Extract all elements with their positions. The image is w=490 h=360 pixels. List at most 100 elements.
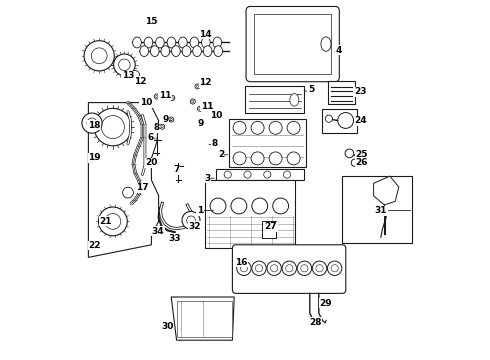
Ellipse shape [150, 46, 159, 57]
Ellipse shape [203, 46, 212, 57]
Circle shape [251, 152, 264, 165]
Circle shape [255, 265, 263, 272]
Text: 10: 10 [140, 98, 152, 107]
Circle shape [267, 261, 281, 275]
Text: 12: 12 [134, 77, 147, 85]
Text: 11: 11 [159, 91, 171, 100]
Text: 33: 33 [169, 234, 181, 243]
Text: 19: 19 [88, 153, 101, 162]
Polygon shape [171, 297, 234, 340]
Text: 13: 13 [122, 71, 134, 80]
Bar [262, 221, 276, 238]
Text: 7: 7 [173, 165, 180, 174]
Circle shape [282, 261, 296, 275]
Text: 11: 11 [201, 102, 214, 111]
Text: 8: 8 [211, 139, 218, 148]
Text: 26: 26 [356, 158, 368, 167]
Ellipse shape [172, 46, 180, 57]
Circle shape [269, 121, 282, 134]
Text: 18: 18 [88, 121, 100, 130]
Text: 21: 21 [99, 217, 112, 226]
Circle shape [154, 94, 159, 99]
Circle shape [87, 118, 97, 128]
Circle shape [331, 265, 338, 272]
Ellipse shape [182, 46, 191, 57]
Text: 8: 8 [154, 123, 160, 132]
Bar [205, 180, 295, 248]
Text: 4: 4 [336, 46, 342, 55]
Circle shape [122, 187, 133, 198]
Text: 12: 12 [199, 78, 212, 87]
Text: 31: 31 [375, 206, 387, 215]
Circle shape [316, 265, 323, 272]
Circle shape [270, 265, 278, 272]
Circle shape [233, 121, 246, 134]
Ellipse shape [321, 37, 331, 51]
Circle shape [190, 99, 196, 104]
Circle shape [345, 149, 354, 158]
Circle shape [264, 171, 271, 178]
Circle shape [195, 84, 200, 89]
Circle shape [206, 104, 208, 106]
Circle shape [224, 171, 231, 178]
Bar [216, 169, 304, 180]
Circle shape [156, 95, 158, 98]
Text: 3: 3 [204, 174, 210, 183]
Text: 22: 22 [88, 241, 101, 250]
Circle shape [182, 211, 200, 229]
Circle shape [244, 171, 251, 178]
Circle shape [231, 198, 247, 214]
Circle shape [187, 216, 196, 225]
Ellipse shape [161, 46, 170, 57]
Circle shape [192, 100, 194, 103]
Text: 10: 10 [210, 111, 222, 120]
Circle shape [297, 261, 312, 275]
Text: 29: 29 [319, 299, 332, 307]
Polygon shape [88, 103, 159, 257]
Ellipse shape [178, 37, 187, 48]
Text: 27: 27 [265, 222, 277, 231]
Text: 15: 15 [145, 17, 158, 26]
Circle shape [338, 113, 354, 129]
Circle shape [91, 48, 107, 64]
Ellipse shape [167, 37, 176, 48]
Text: 5: 5 [308, 85, 314, 94]
Circle shape [199, 108, 201, 110]
Ellipse shape [133, 37, 141, 48]
Circle shape [251, 121, 264, 134]
Circle shape [273, 198, 289, 214]
Circle shape [160, 124, 165, 129]
Ellipse shape [140, 46, 148, 57]
Circle shape [286, 265, 293, 272]
Circle shape [170, 95, 175, 100]
Circle shape [161, 126, 163, 128]
Text: 23: 23 [354, 87, 367, 96]
Circle shape [287, 121, 300, 134]
Circle shape [169, 117, 174, 122]
Text: 14: 14 [199, 30, 212, 39]
Bar [229, 119, 306, 167]
Bar [176, 301, 232, 337]
Ellipse shape [156, 37, 164, 48]
Text: 20: 20 [145, 158, 158, 167]
Circle shape [351, 159, 358, 166]
Circle shape [197, 106, 202, 111]
Circle shape [82, 113, 102, 133]
Ellipse shape [201, 37, 210, 48]
Circle shape [170, 118, 172, 121]
Ellipse shape [213, 37, 221, 48]
Circle shape [94, 108, 132, 146]
Circle shape [233, 152, 246, 165]
Bar [342, 176, 413, 243]
Text: 24: 24 [355, 116, 367, 125]
Bar [245, 86, 304, 113]
Circle shape [327, 261, 342, 275]
Circle shape [269, 152, 282, 165]
Ellipse shape [144, 37, 153, 48]
Polygon shape [373, 176, 399, 205]
FancyBboxPatch shape [232, 245, 346, 293]
Circle shape [284, 171, 291, 178]
Circle shape [252, 261, 266, 275]
Text: 34: 34 [151, 227, 164, 236]
Text: 32: 32 [188, 222, 201, 231]
